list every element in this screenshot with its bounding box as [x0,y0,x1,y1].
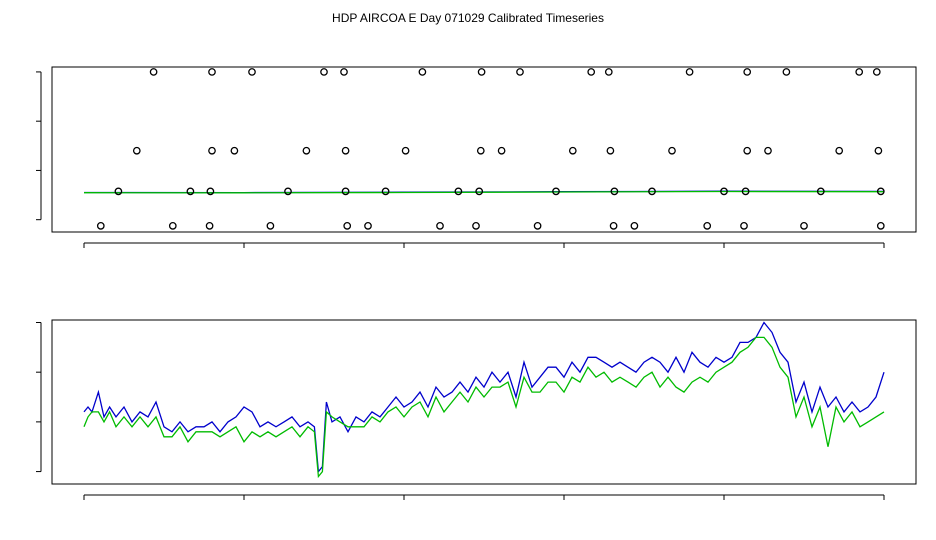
figure-title: HDP AIRCOA E Day 071029 Calibrated Times… [332,11,604,25]
bottom-panel [36,319,917,500]
calibration-point [132,146,141,155]
calibration-point [568,146,577,155]
calibration-point [855,68,864,76]
calibration-point [610,187,619,196]
calibration-point [743,68,752,76]
calibration-point [835,146,844,155]
calibration-point [230,146,239,155]
calibration-point [552,187,560,196]
calibration-point [341,187,350,196]
calibration-point [454,187,463,196]
calibration-point [668,146,676,155]
calibration-point [685,68,694,76]
calibration-point [516,68,524,76]
calibration-point [606,146,615,155]
calibration-point [436,221,444,230]
calibration-point [475,187,484,196]
calibration-point [533,221,542,230]
calibration-point [168,221,177,230]
calibration-point [208,146,216,155]
calibration-point [741,187,750,196]
calibration-point [800,221,808,230]
calibration-point [604,68,613,76]
calibration-point [320,68,328,76]
calibration-point [340,68,348,76]
calibration-point [874,146,883,155]
calibration-point [401,146,410,155]
calibration-point [872,68,881,76]
calibration-point [266,221,275,230]
calibration-point [648,187,656,196]
calibration-point [381,187,390,196]
calibration-point [609,221,618,230]
calibration-point [208,68,216,76]
series-line-ambient-co2-green- [83,190,885,194]
calibration-point [764,146,772,155]
calibration-point [477,68,486,76]
top-panel [36,66,917,248]
calibration-point [205,221,214,230]
calibration-point [364,221,372,230]
calibration-point [720,187,728,196]
series-line-green [83,336,885,479]
calibration-point [476,146,485,155]
calibration-point [782,68,791,76]
calibration-point [472,221,480,230]
calibration-point [743,146,752,155]
calibration-point [248,68,256,76]
calibration-point [587,68,596,76]
plot-frame [51,66,917,233]
calibration-point [497,146,506,155]
calibration-point [96,221,105,230]
calibration-point [343,221,352,230]
calibration-point [876,187,885,196]
calibration-point [703,221,712,230]
plot-frame [51,319,917,485]
calibration-point [284,187,292,196]
calibration-point [149,68,158,76]
calibration-point [186,187,195,196]
calibration-point [302,146,311,155]
calibration-point [816,187,825,196]
calibration-point [876,221,885,230]
calibration-point [341,146,350,155]
calibration-point [630,221,639,230]
calibration-point [418,68,427,76]
calibration-point [114,187,123,196]
calibration-point [206,187,215,196]
calibration-point [740,221,748,230]
series-line-blue [83,321,885,474]
